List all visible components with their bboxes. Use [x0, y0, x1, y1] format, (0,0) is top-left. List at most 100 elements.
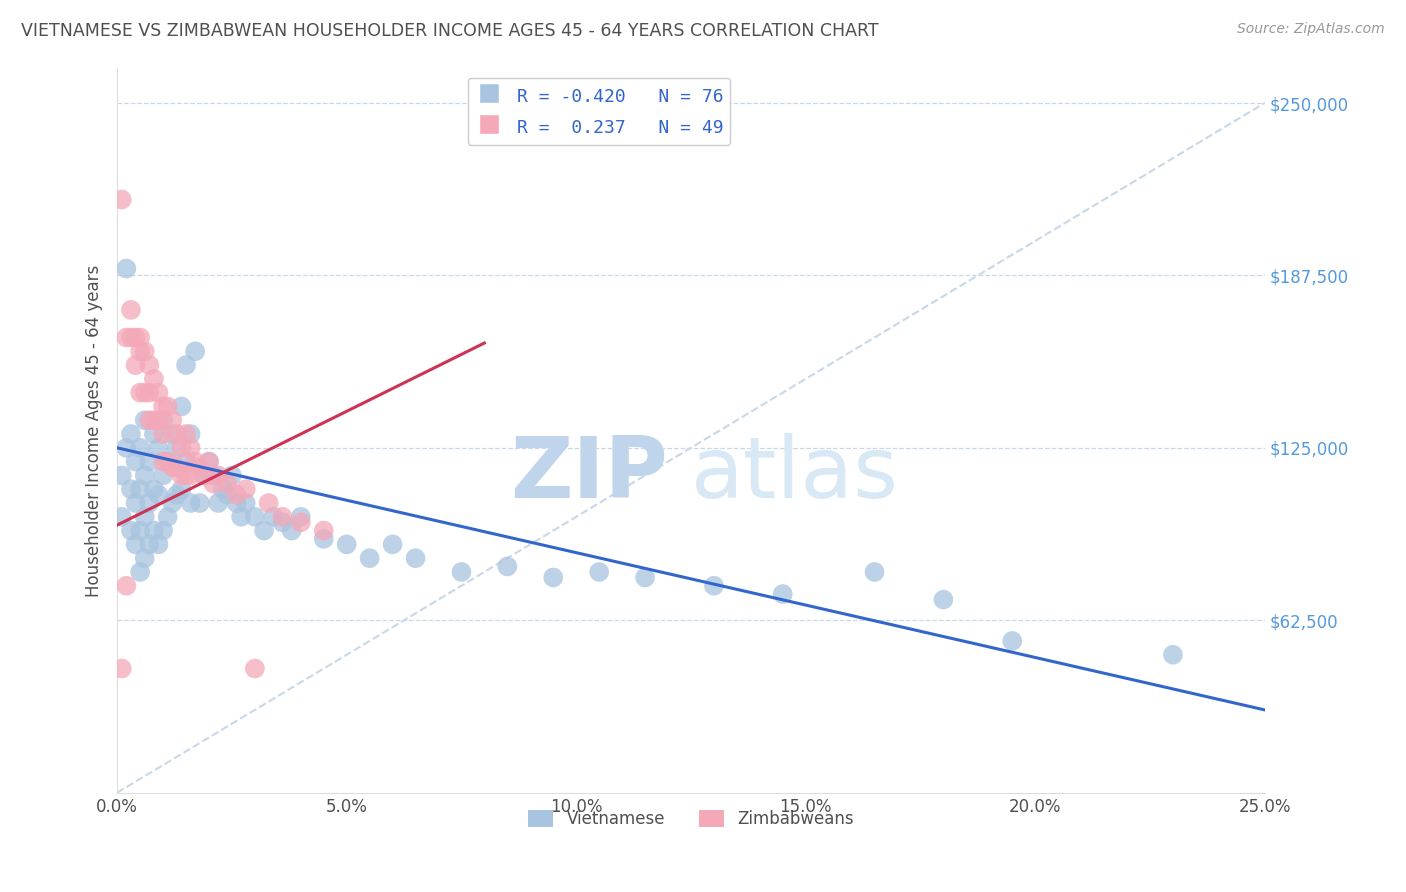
Point	[1001, 634, 1024, 648]
Point	[198, 455, 221, 469]
Point	[170, 441, 193, 455]
Point	[257, 496, 280, 510]
Point	[124, 358, 146, 372]
Point	[142, 413, 165, 427]
Point	[207, 496, 229, 510]
Point	[152, 413, 174, 427]
Point	[174, 455, 197, 469]
Point	[588, 565, 610, 579]
Y-axis label: Householder Income Ages 45 - 64 years: Householder Income Ages 45 - 64 years	[86, 264, 103, 597]
Point	[221, 468, 243, 483]
Point	[772, 587, 794, 601]
Point	[152, 455, 174, 469]
Point	[148, 488, 170, 502]
Point	[134, 413, 156, 427]
Point	[166, 488, 188, 502]
Point	[138, 496, 160, 510]
Point	[180, 496, 202, 510]
Point	[134, 385, 156, 400]
Point	[405, 551, 427, 566]
Point	[188, 496, 211, 510]
Point	[193, 468, 215, 483]
Point	[138, 455, 160, 469]
Point	[193, 468, 215, 483]
Point	[312, 524, 335, 538]
Point	[152, 427, 174, 442]
Point	[115, 441, 138, 455]
Point	[148, 441, 170, 455]
Point	[207, 468, 229, 483]
Point	[280, 524, 302, 538]
Point	[262, 509, 284, 524]
Point	[202, 476, 225, 491]
Point	[162, 460, 184, 475]
Point	[134, 551, 156, 566]
Legend: Vietnamese, Zimbabweans: Vietnamese, Zimbabweans	[522, 804, 860, 835]
Point	[170, 400, 193, 414]
Point	[541, 570, 564, 584]
Point	[129, 330, 152, 344]
Point	[336, 537, 359, 551]
Point	[863, 565, 886, 579]
Point	[217, 476, 239, 491]
Point	[129, 344, 152, 359]
Point	[124, 496, 146, 510]
Point	[142, 372, 165, 386]
Point	[381, 537, 404, 551]
Point	[138, 358, 160, 372]
Point	[1161, 648, 1184, 662]
Point	[202, 468, 225, 483]
Point	[225, 496, 247, 510]
Point	[120, 330, 142, 344]
Point	[120, 427, 142, 442]
Point	[166, 441, 188, 455]
Point	[111, 661, 134, 675]
Point	[290, 509, 312, 524]
Point	[115, 579, 138, 593]
Point	[134, 468, 156, 483]
Point	[162, 427, 184, 442]
Point	[271, 509, 294, 524]
Point	[134, 509, 156, 524]
Point	[115, 330, 138, 344]
Point	[496, 559, 519, 574]
Point	[129, 441, 152, 455]
Point	[170, 468, 193, 483]
Point	[166, 427, 188, 442]
Point	[225, 488, 247, 502]
Point	[120, 302, 142, 317]
Point	[312, 532, 335, 546]
Point	[152, 524, 174, 538]
Point	[124, 330, 146, 344]
Point	[217, 488, 239, 502]
Text: Source: ZipAtlas.com: Source: ZipAtlas.com	[1237, 22, 1385, 37]
Point	[184, 455, 207, 469]
Point	[932, 592, 955, 607]
Point	[174, 427, 197, 442]
Point	[703, 579, 725, 593]
Point	[180, 441, 202, 455]
Point	[129, 385, 152, 400]
Point	[156, 400, 179, 414]
Point	[148, 385, 170, 400]
Point	[166, 460, 188, 475]
Text: ZIP: ZIP	[510, 433, 668, 516]
Point	[129, 565, 152, 579]
Point	[162, 413, 184, 427]
Point	[129, 482, 152, 496]
Point	[180, 427, 202, 442]
Point	[111, 509, 134, 524]
Point	[124, 537, 146, 551]
Point	[129, 524, 152, 538]
Point	[243, 509, 266, 524]
Point	[211, 482, 233, 496]
Point	[174, 358, 197, 372]
Point	[235, 496, 257, 510]
Point	[142, 482, 165, 496]
Point	[290, 516, 312, 530]
Point	[359, 551, 381, 566]
Point	[235, 482, 257, 496]
Text: VIETNAMESE VS ZIMBABWEAN HOUSEHOLDER INCOME AGES 45 - 64 YEARS CORRELATION CHART: VIETNAMESE VS ZIMBABWEAN HOUSEHOLDER INC…	[21, 22, 879, 40]
Point	[162, 496, 184, 510]
Point	[174, 468, 197, 483]
